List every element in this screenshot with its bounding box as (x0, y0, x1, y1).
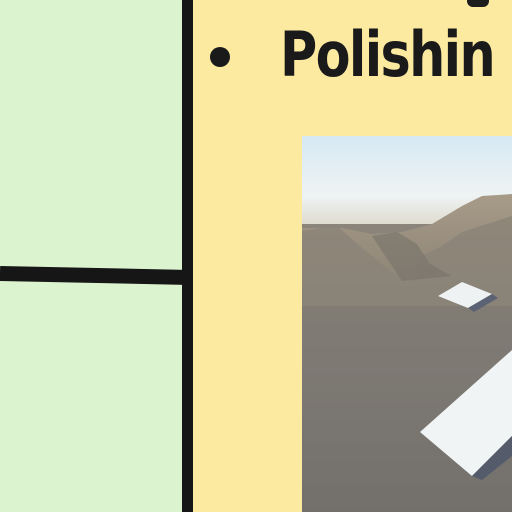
game-terrain-screenshot (302, 136, 512, 512)
bullet-item: Polishin (210, 18, 512, 91)
hill-slope (372, 232, 452, 281)
left-panel (0, 0, 182, 512)
vertical-divider (182, 0, 193, 512)
bullet-icon (210, 46, 230, 67)
terrain-image (302, 136, 512, 512)
small-ramp (438, 282, 492, 308)
large-ramp-shadow (472, 436, 512, 480)
large-ramp (420, 350, 512, 476)
small-ramp-shadow (468, 294, 498, 312)
bullet-text: Polishin (280, 18, 496, 91)
previous-line-fragment (467, 0, 489, 7)
